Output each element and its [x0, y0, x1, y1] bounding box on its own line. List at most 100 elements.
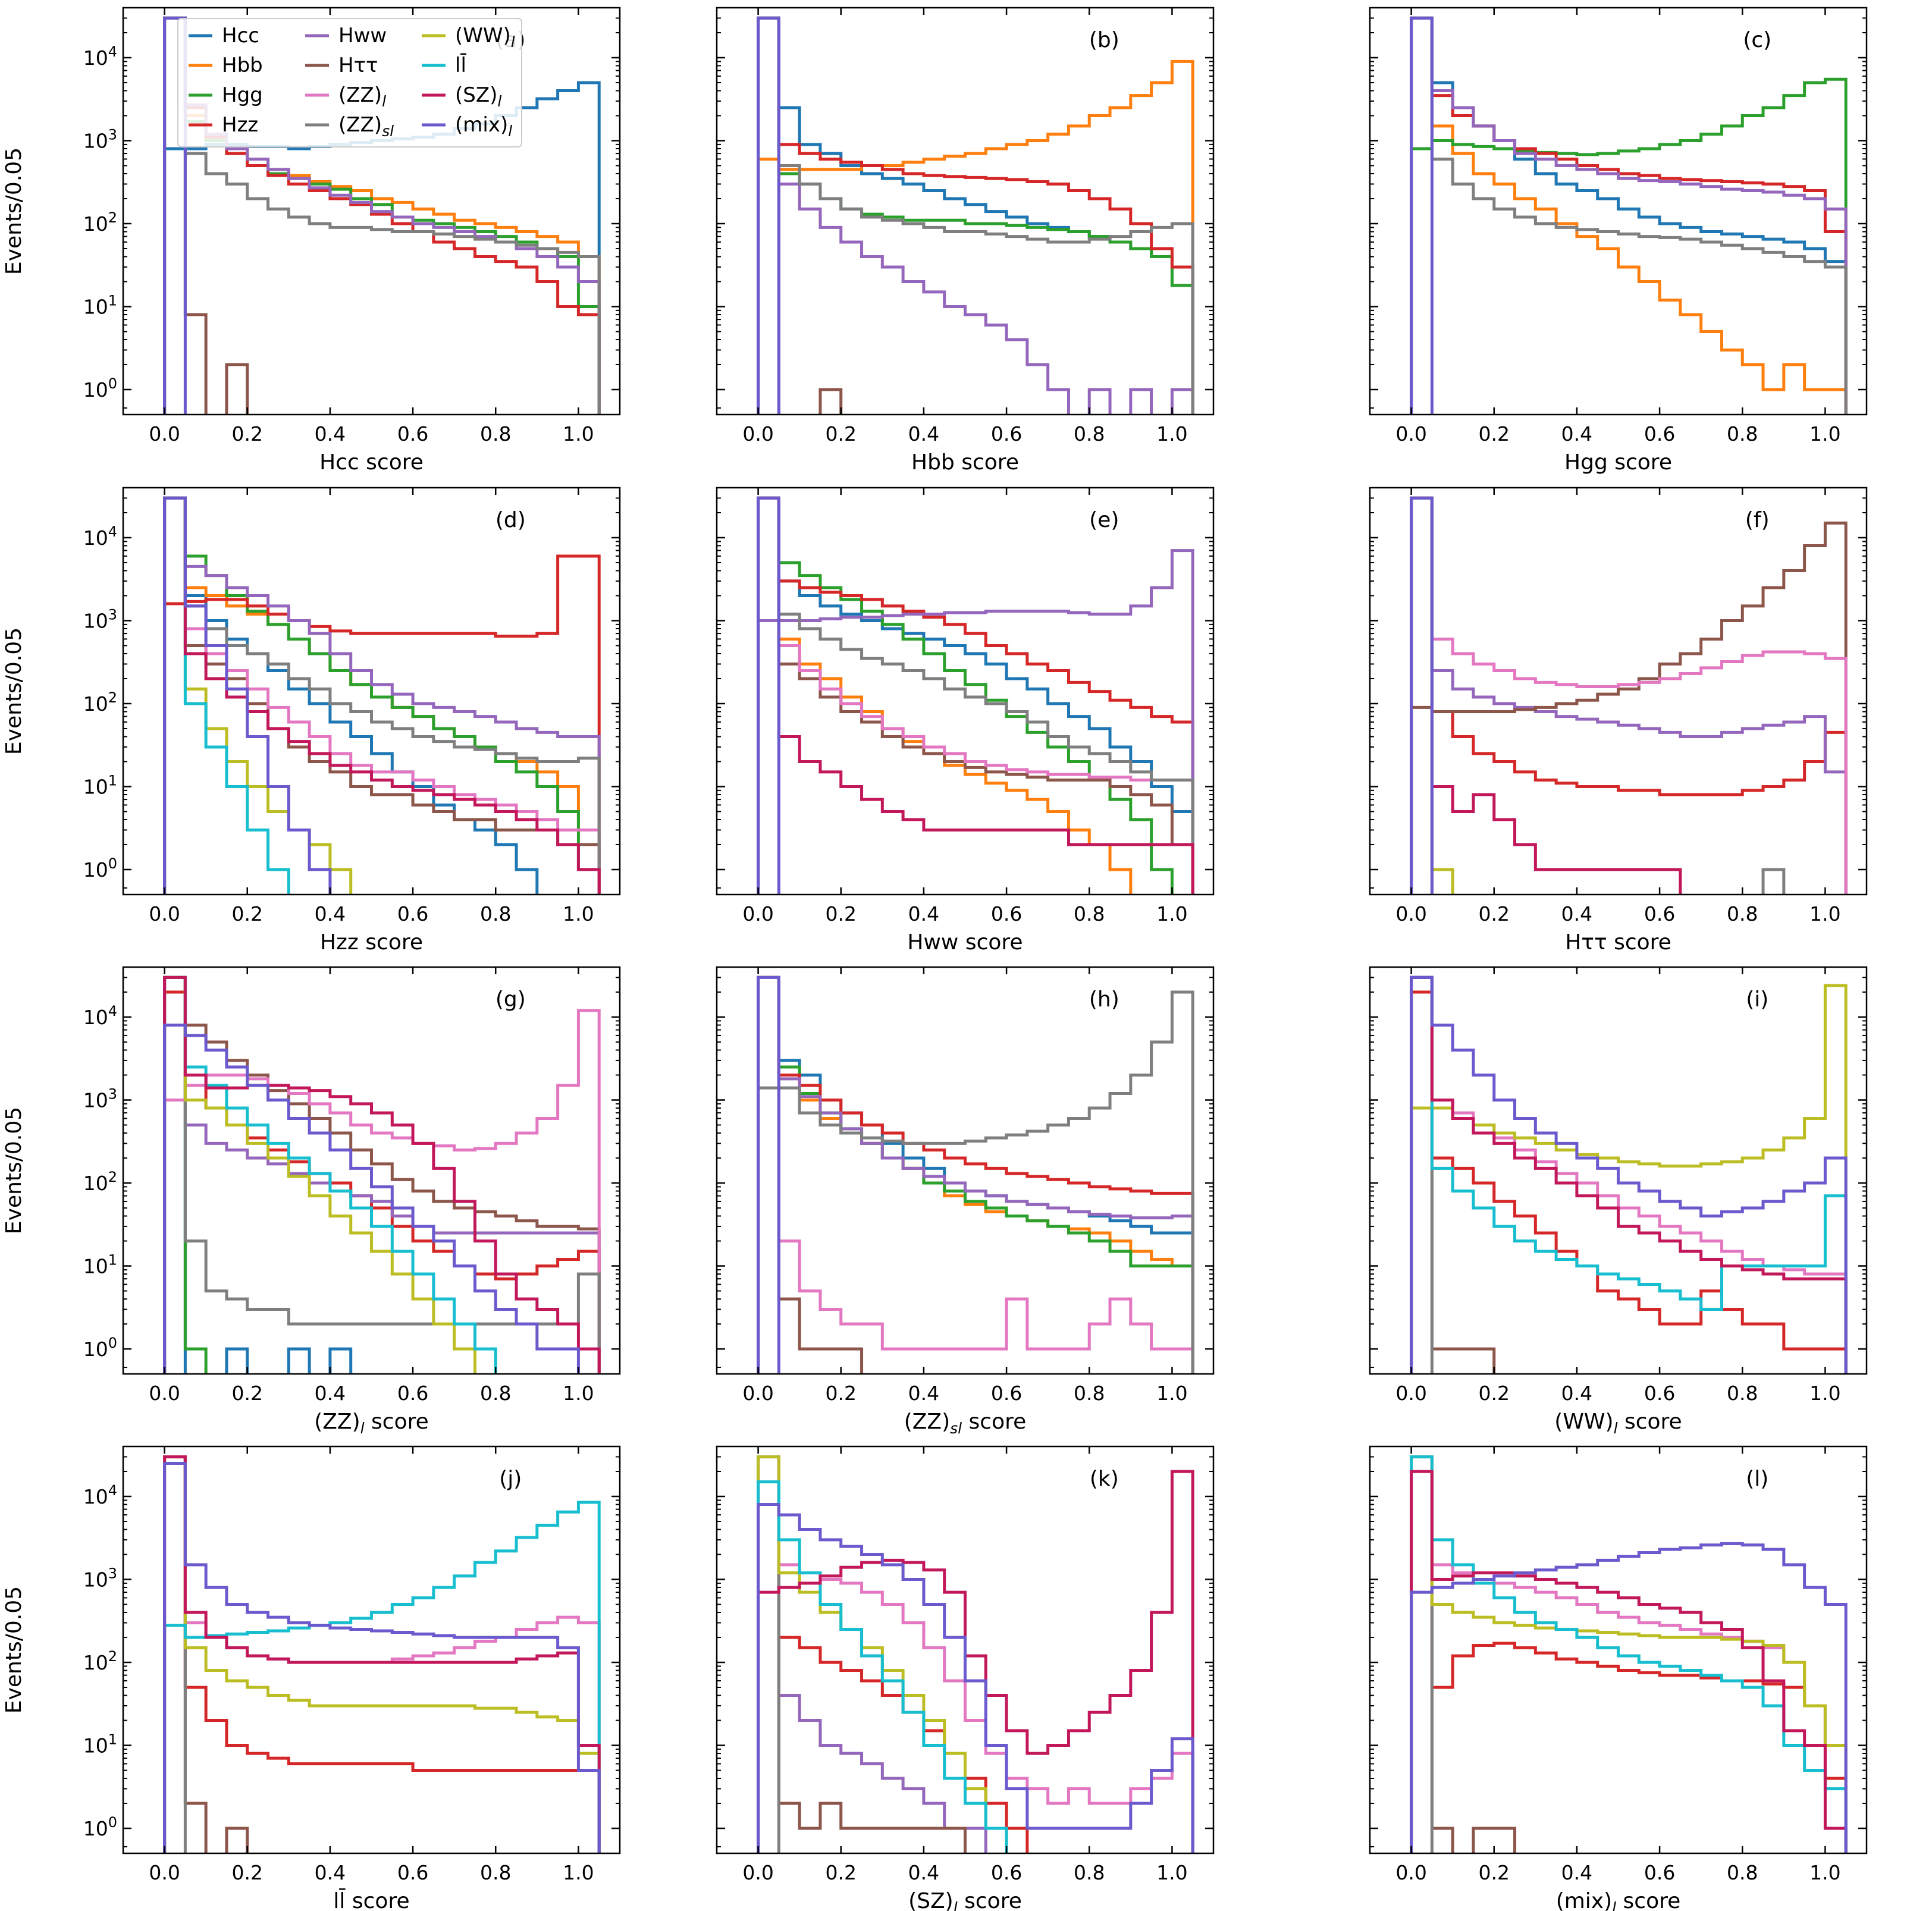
- x-tick-label: 0.8: [1074, 1861, 1105, 1884]
- y-tick-label: 101: [83, 293, 117, 319]
- y-axis-label: Events/0.05: [2, 1107, 26, 1234]
- x-tick-label: 0.4: [315, 902, 346, 925]
- x-tick-label: 0.6: [1644, 902, 1675, 925]
- x-tick-label: 1.0: [1809, 1861, 1840, 1884]
- series-WWl: [163, 496, 353, 895]
- series-mixl: [757, 975, 780, 1374]
- x-tick-label: 1.0: [1156, 422, 1187, 445]
- series-SZl: [163, 496, 601, 895]
- x-axis-label: Hgg score: [1564, 450, 1672, 475]
- series-Hzz: [1410, 990, 1848, 1374]
- series-Hcc: [163, 975, 353, 1374]
- x-tick-label: 0.0: [1395, 422, 1426, 445]
- legend-entry: Hww: [338, 24, 387, 48]
- panel-l: 0.0 0.2 0.4 0.6 0.8 1.0 (mix)l​ score (l): [1369, 1445, 1868, 1911]
- x-tick-label: 0.2: [232, 902, 263, 925]
- x-tick-label: 0.4: [1561, 902, 1592, 925]
- series-mixl: [1410, 16, 1434, 415]
- y-tick-label: 101: [83, 773, 117, 799]
- series-ZZsl: [1410, 496, 1786, 895]
- series-Hgg: [1410, 77, 1848, 415]
- x-tick-label: 0.6: [991, 422, 1022, 445]
- series-ZZsl: [757, 16, 1194, 415]
- x-axis-label: Hcc score: [319, 450, 424, 475]
- panel-tag: (l): [1746, 1467, 1768, 1491]
- series-group: [163, 975, 601, 1374]
- x-tick-label: 1.0: [563, 902, 594, 925]
- x-tick-label: 0.2: [1479, 902, 1510, 925]
- legend-entry: Hbb: [222, 54, 263, 77]
- x-tick-label: 0.8: [1727, 902, 1758, 925]
- x-tick-label: 0.4: [1561, 422, 1592, 445]
- y-tick-label: 100: [83, 855, 117, 881]
- axes-frame: [122, 1445, 621, 1854]
- panel-tag: (f): [1745, 508, 1770, 532]
- series-Hbb: [757, 59, 1194, 415]
- axes-frame: [122, 487, 621, 896]
- series-Hττ: [1410, 521, 1848, 895]
- x-tick-label: 1.0: [1156, 1861, 1187, 1884]
- x-tick-label: 0.6: [1644, 1382, 1675, 1405]
- series-Hzz: [757, 1455, 1029, 1853]
- x-tick-label: 0.6: [991, 1382, 1022, 1405]
- series-WWl: [163, 975, 476, 1374]
- axes-frame: [716, 487, 1215, 896]
- series-ZZl: [1410, 975, 1848, 1374]
- panel-tag: (g): [495, 987, 526, 1012]
- series-ZZsl: [1410, 16, 1848, 415]
- x-tick-label: 0.2: [232, 422, 263, 445]
- y-tick-label: 100: [83, 1814, 117, 1840]
- series-ZZl: [1410, 496, 1848, 895]
- x-tick-label: 0.0: [149, 902, 180, 925]
- series-ZZsl: [1410, 975, 1434, 1374]
- x-tick-label: 0.2: [826, 422, 857, 445]
- series-Hgg: [163, 496, 601, 895]
- series-mixl: [1410, 975, 1848, 1374]
- series-ZZsl: [163, 975, 601, 1374]
- panel-tag: (i): [1746, 987, 1768, 1012]
- x-tick-label: 0.2: [232, 1861, 263, 1884]
- series-Hzz: [163, 16, 601, 415]
- y-tick-label: 100: [83, 375, 117, 401]
- series-Hww: [757, 549, 1194, 895]
- panel-i: 0.0 0.2 0.4 0.6 0.8 1.0 (WW)l​ score (i): [1369, 966, 1868, 1437]
- y-tick-label: 104: [83, 523, 117, 550]
- series-Hττ: [757, 975, 864, 1374]
- x-tick-label: 0.8: [1074, 422, 1105, 445]
- y-tick-label: 102: [83, 689, 117, 716]
- series-SZl: [163, 975, 601, 1374]
- series-SZl: [757, 1470, 1194, 1853]
- series-ZZsl: [163, 16, 601, 415]
- series-group: [1410, 975, 1848, 1374]
- series-Hzz: [757, 496, 1194, 895]
- axes-frame: [716, 966, 1215, 1375]
- x-tick-label: 0.2: [1479, 422, 1510, 445]
- series-Hcc: [1410, 16, 1848, 415]
- x-tick-label: 0.4: [1561, 1382, 1592, 1405]
- panel-f: 0.0 0.2 0.4 0.6 0.8 1.0 Hττ score (f): [1369, 487, 1868, 955]
- x-tick-label: 0.4: [315, 1861, 346, 1884]
- legend-entry: (WW)l​: [455, 24, 515, 51]
- panel-g: 0.0 0.2 0.4 0.6 0.8 1.0 100 101 102 103 104 (ZZ)l​ …: [2, 966, 621, 1437]
- series-group: [1410, 496, 1848, 895]
- x-tick-label: 0.4: [908, 1861, 939, 1884]
- panel-tag: (c): [1743, 28, 1771, 52]
- series-Hττ: [163, 16, 249, 415]
- series-Hττ: [1410, 975, 1496, 1374]
- x-tick-label: 0.8: [480, 1382, 511, 1405]
- x-tick-label: 0.4: [315, 422, 346, 445]
- y-tick-label: 100: [83, 1335, 117, 1361]
- legend-entry: Hzz: [222, 113, 258, 137]
- x-tick-label: 0.6: [397, 1382, 428, 1405]
- series-mixl: [757, 16, 780, 415]
- x-tick-label: 0.8: [1074, 1382, 1105, 1405]
- y-tick-label: 102: [83, 1169, 117, 1195]
- x-tick-label: 1.0: [563, 422, 594, 445]
- series-WWl: [163, 1455, 601, 1853]
- series-group: [1410, 1455, 1848, 1853]
- series-group: [757, 496, 1194, 895]
- series-Hzz: [757, 16, 1194, 415]
- series-ll: [1410, 1455, 1848, 1853]
- series-Hbb: [1410, 16, 1848, 415]
- series-Hcc: [757, 496, 1194, 895]
